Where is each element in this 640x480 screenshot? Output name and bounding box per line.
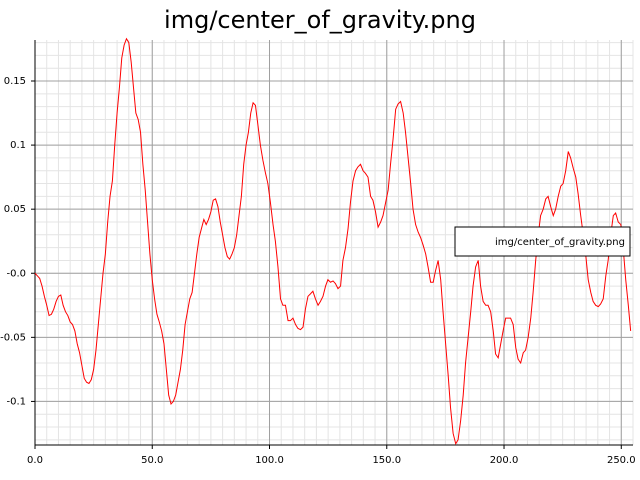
y-tick-label: 0.05 (4, 204, 26, 215)
y-tick-label: 0.1 (10, 140, 26, 151)
legend-box (454, 226, 631, 257)
y-tick-label: -0.0 (6, 268, 26, 279)
y-tick-label: -0.05 (0, 332, 26, 343)
x-tick-label: 0.0 (27, 455, 43, 466)
data-line (34, 37, 632, 445)
x-tick-label: 250.0 (607, 455, 636, 466)
y-tick-label: -0.1 (6, 396, 26, 407)
x-tick-label: 100.0 (255, 455, 284, 466)
legend: img/center_of_gravity.png (454, 226, 631, 257)
y-tick-label: 0.15 (4, 76, 26, 87)
x-tick-label: 150.0 (372, 455, 401, 466)
chart-title: img/center_of_gravity.png (164, 6, 476, 34)
x-tick-label: 200.0 (490, 455, 519, 466)
legend-label: img/center_of_gravity.png (495, 237, 625, 248)
x-tick-label: 50.0 (141, 455, 163, 466)
